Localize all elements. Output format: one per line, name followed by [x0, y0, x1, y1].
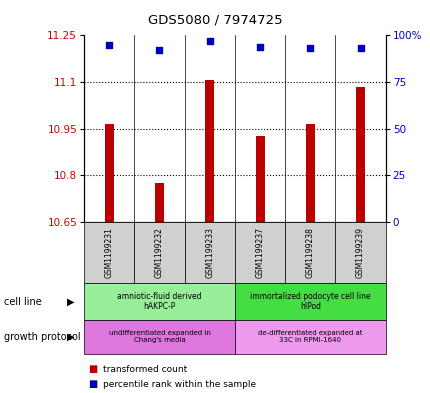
Text: percentile rank within the sample: percentile rank within the sample: [103, 380, 256, 389]
Text: growth protocol: growth protocol: [4, 332, 81, 342]
Bar: [205, 81, 214, 222]
Text: transformed count: transformed count: [103, 365, 187, 374]
Point: [356, 45, 363, 51]
Bar: [305, 124, 314, 222]
Point: [206, 38, 213, 44]
Text: ■: ■: [88, 379, 97, 389]
Text: immortalized podocyte cell line
hIPod: immortalized podocyte cell line hIPod: [249, 292, 370, 311]
Text: GSM1199231: GSM1199231: [104, 227, 114, 278]
Bar: [355, 87, 364, 222]
Text: undifferentiated expanded in
Chang's media: undifferentiated expanded in Chang's med…: [108, 331, 210, 343]
Bar: [255, 136, 264, 222]
Text: cell line: cell line: [4, 297, 42, 307]
Text: GSM1199232: GSM1199232: [155, 227, 163, 278]
Text: amniotic-fluid derived
hAKPC-P: amniotic-fluid derived hAKPC-P: [117, 292, 201, 311]
Point: [105, 42, 112, 48]
Text: de-differentiated expanded at
33C in RPMI-1640: de-differentiated expanded at 33C in RPM…: [258, 331, 362, 343]
Point: [156, 47, 163, 53]
Text: ■: ■: [88, 364, 97, 375]
Text: ▶: ▶: [67, 297, 74, 307]
Text: GDS5080 / 7974725: GDS5080 / 7974725: [148, 14, 282, 27]
Bar: [154, 183, 163, 222]
Text: GSM1199233: GSM1199233: [205, 227, 214, 278]
Bar: [104, 124, 114, 222]
Text: ▶: ▶: [67, 332, 74, 342]
Text: GSM1199239: GSM1199239: [355, 227, 364, 278]
Text: GSM1199237: GSM1199237: [255, 227, 264, 278]
Point: [256, 44, 263, 50]
Point: [306, 45, 313, 51]
Text: GSM1199238: GSM1199238: [305, 227, 314, 278]
